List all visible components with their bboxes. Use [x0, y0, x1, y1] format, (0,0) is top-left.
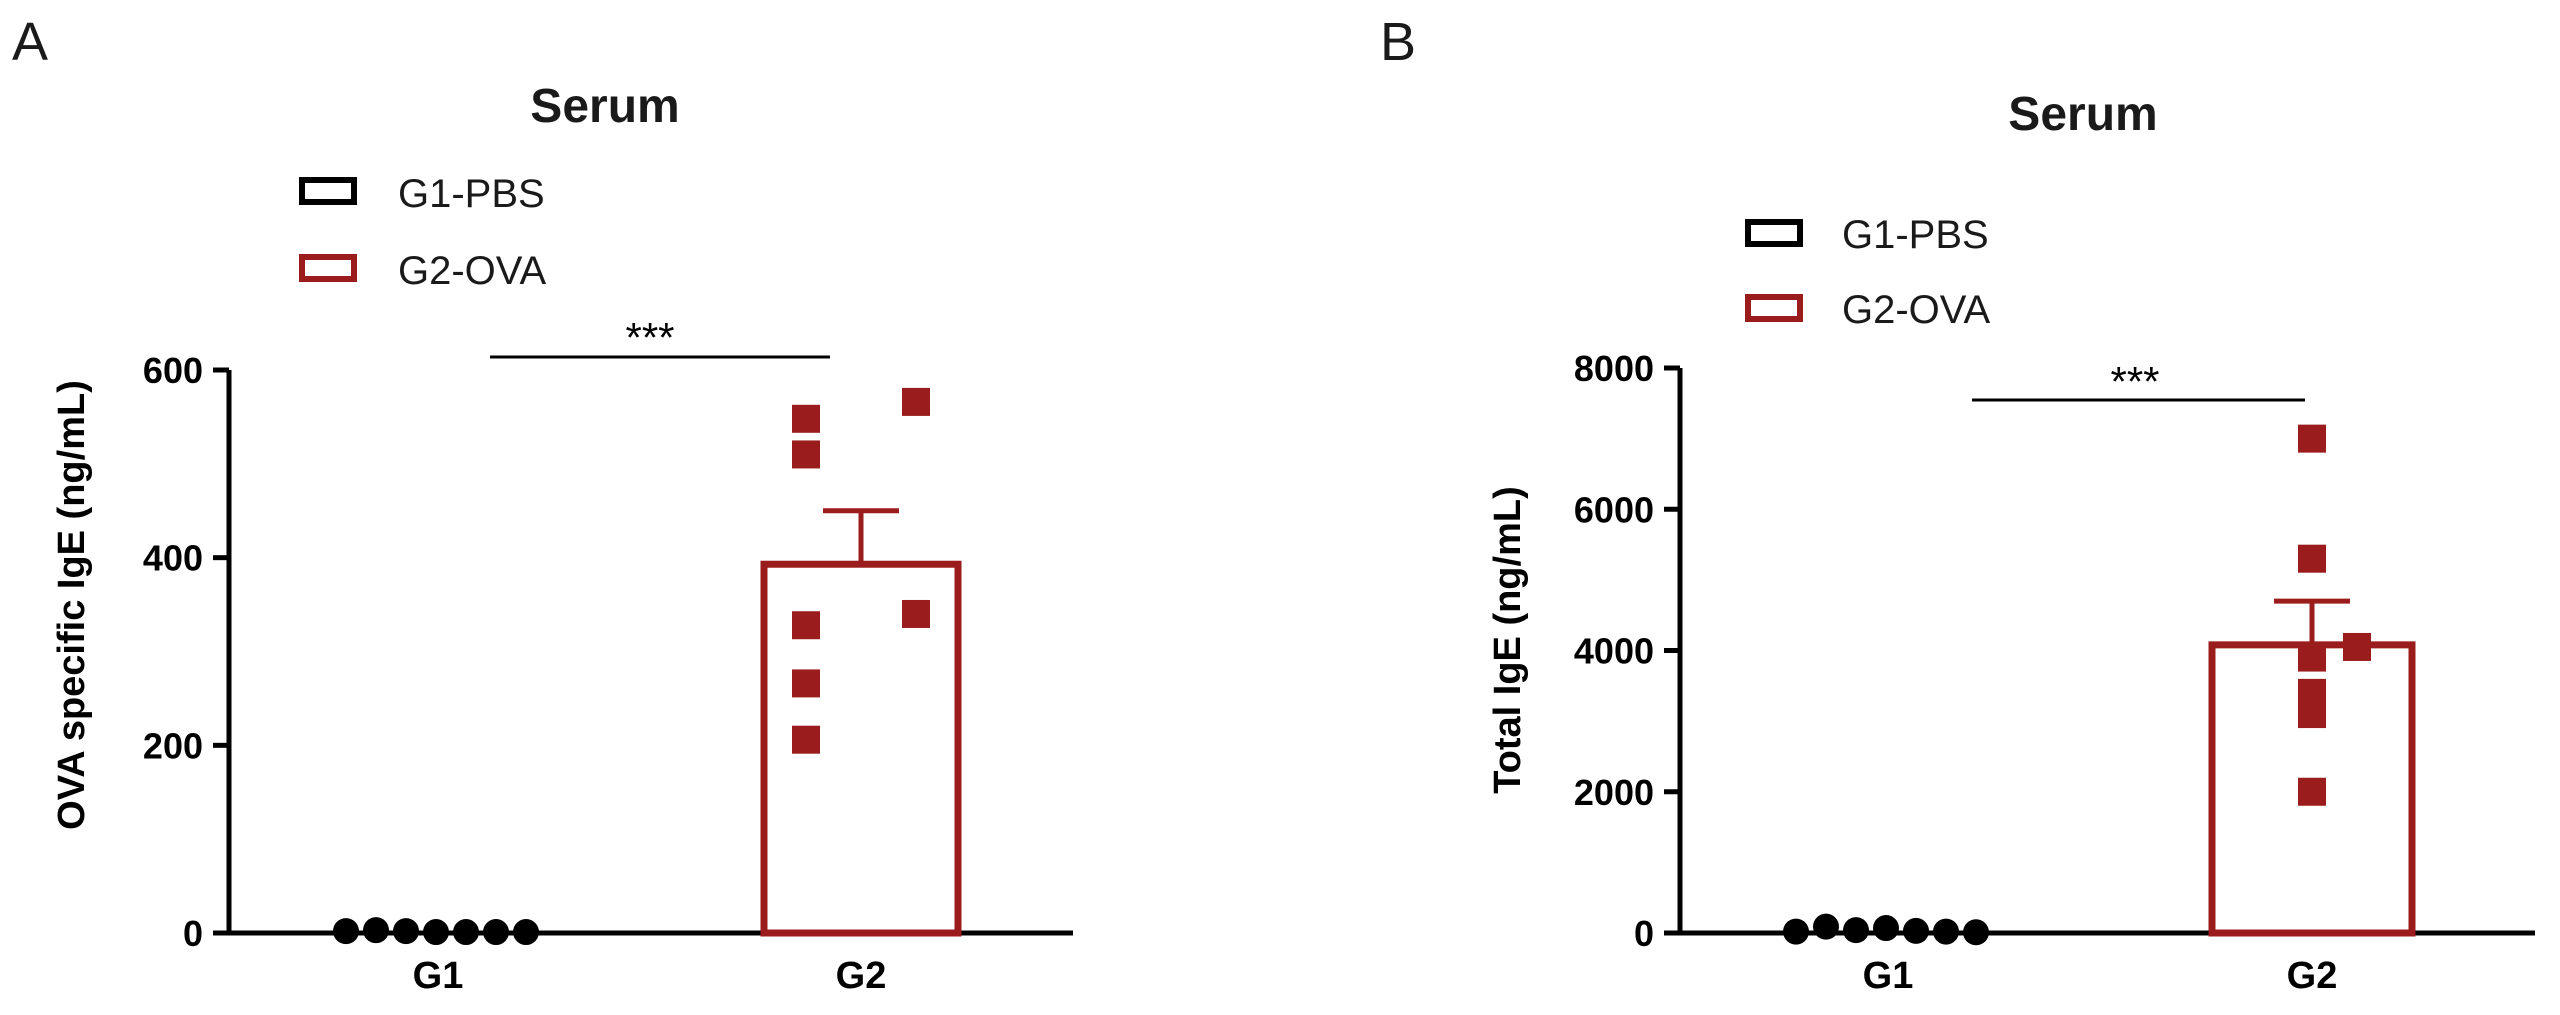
panel-a-y-tick-label: 400 [143, 538, 203, 579]
panel-a-point-g1 [423, 919, 449, 946]
panel-a-title: Serum [530, 80, 679, 133]
panel-b-x-tick-g2: G2 [2287, 955, 2338, 997]
panel-b-point-g1 [1843, 917, 1869, 944]
panel-a-y-tick-label: 0 [183, 913, 203, 954]
panel-b-x-tick-g1: G1 [1863, 955, 1914, 997]
panel-b-y-tick-label: 4000 [1574, 631, 1654, 672]
panel-b-y-tick-label: 0 [1634, 913, 1654, 954]
panel-a-point-g2 [792, 404, 820, 433]
panel-a-y-tick-label: 200 [143, 725, 203, 766]
panel-b-letter: B [1380, 12, 1416, 72]
panel-b-points-g2 [2298, 424, 2371, 806]
panel-b-point-g2 [2298, 700, 2326, 729]
panel-a-points-g2 [792, 387, 930, 754]
panel-b-point-g1 [1873, 915, 1899, 942]
panel-b-legend-label-g2: G2-OVA [1842, 288, 1991, 332]
panel-a-points-g1 [333, 917, 539, 946]
panel-b-y-tick-label: 8000 [1574, 348, 1654, 389]
panel-b-point-g1 [1933, 918, 1959, 945]
panel-a-point-g1 [513, 919, 539, 946]
panel-a-legend-label-g1: G1-PBS [398, 172, 545, 216]
panel-a-point-g1 [483, 919, 509, 946]
panel-a-letter: A [12, 12, 48, 72]
panel-a-point-g1 [393, 918, 419, 945]
panel-a-x-tick-g1: G1 [413, 955, 464, 997]
panel-a-y-axis-title: OVA specific IgE (ng/mL) [51, 380, 93, 830]
panel-a-legend-swatch-g1 [299, 177, 357, 205]
panel-b-point-g2 [2343, 632, 2371, 661]
panel-a-point-g2 [792, 669, 820, 698]
panel-a-legend-swatch-g2 [299, 254, 357, 282]
panel-b-legend-swatch-g1 [1745, 219, 1803, 247]
panel-b: B Serum G1-PBS G2-OVA 02000400060008000 … [1380, 12, 2535, 997]
panel-b-points-g1 [1783, 913, 1989, 946]
panel-b-y-tick-label: 2000 [1574, 772, 1654, 813]
panel-b-point-g2 [2298, 643, 2326, 672]
panel-b-point-g1 [1813, 913, 1839, 940]
panel-b-y-tick-label: 6000 [1574, 489, 1654, 530]
panel-b-y-ticks: 0 2000 4000 6000 8000 [1574, 348, 1680, 954]
panel-b-y-axis-title: Total IgE (ng/mL) [1487, 486, 1529, 793]
panel-a-point-g2 [902, 387, 930, 416]
panel-b-point-g2 [2298, 424, 2326, 453]
panel-b-title: Serum [2008, 88, 2157, 141]
panel-b-point-g1 [1903, 917, 1929, 944]
panel-a-legend-label-g2: G2-OVA [398, 249, 547, 293]
panel-a-y-tick-label: 600 [143, 350, 203, 391]
panel-a-point-g1 [363, 917, 389, 944]
panel-a-significance-label: *** [625, 314, 674, 361]
panel-b-point-g1 [1783, 918, 1809, 945]
panel-b-point-g2 [2298, 777, 2326, 806]
panel-b-legend-label-g1: G1-PBS [1842, 213, 1989, 257]
panel-a-y-ticks: 0 200 400 600 [143, 350, 229, 954]
panel-a-point-g2 [792, 611, 820, 640]
panel-a-point-g1 [453, 919, 479, 946]
panel-b-significance-label: *** [2110, 358, 2159, 405]
panel-a-x-tick-g2: G2 [836, 955, 887, 997]
panel-a-point-g2 [792, 440, 820, 469]
panel-a-point-g1 [333, 918, 359, 945]
panel-a-point-g2 [902, 599, 930, 628]
panel-a-point-g2 [792, 725, 820, 754]
panel-b-point-g2 [2298, 544, 2326, 573]
panel-b-legend-swatch-g2 [1745, 294, 1803, 322]
panel-b-point-g1 [1963, 919, 1989, 946]
